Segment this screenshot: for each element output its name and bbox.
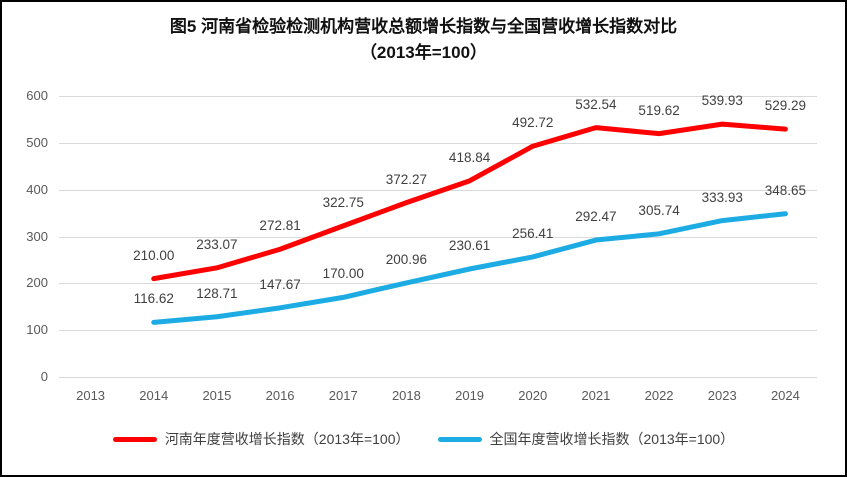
legend-label-henan: 河南年度营收增长指数（2013年=100） — [164, 431, 410, 447]
chart-title-line1: 图5 河南省检验检测机构营收总额增长指数与全国营收增长指数对比 — [169, 17, 678, 36]
gridline — [59, 330, 817, 332]
x-axis-label: 2017 — [328, 388, 358, 403]
y-axis-label: 0 — [40, 369, 48, 384]
data-label: 305.74 — [638, 202, 680, 218]
data-label: 272.81 — [259, 218, 301, 234]
gridline — [59, 96, 817, 97]
x-axis-label: 2016 — [265, 388, 295, 403]
series-line-henan — [151, 121, 788, 282]
data-label: 116.62 — [133, 291, 174, 307]
data-label: 532.54 — [575, 96, 617, 112]
series-lines — [151, 121, 788, 325]
data-label: 492.72 — [512, 115, 554, 131]
legend-line-national-icon — [437, 436, 482, 442]
data-label: 256.41 — [512, 225, 554, 241]
data-label: 529.29 — [764, 98, 807, 114]
data-label: 210.00 — [133, 247, 175, 263]
data-label: 519.62 — [638, 102, 680, 118]
legend-label-national: 全国年度营收增长指数（2013年=100） — [489, 431, 735, 447]
data-label: 539.93 — [701, 93, 743, 109]
x-axis-label: 2019 — [455, 388, 485, 403]
y-axis-label: 600 — [26, 88, 48, 103]
gridline — [59, 142, 817, 144]
data-label: 348.65 — [764, 182, 807, 198]
y-axis-label: 500 — [26, 134, 48, 150]
data-label: 372.27 — [385, 171, 428, 187]
y-axis-label: 200 — [26, 275, 48, 291]
x-axis-label: 2015 — [202, 388, 232, 403]
data-label: 170.00 — [322, 266, 364, 282]
data-label: 230.61 — [448, 237, 491, 253]
gridline — [59, 236, 817, 238]
gridline — [59, 283, 817, 285]
series-line-national — [151, 211, 788, 325]
plot-area: 210.00 233.07 272.81 322.75 372.27 418.84 492.… — [59, 93, 817, 378]
x-axis-label: 2024 — [770, 388, 800, 403]
chart-title: 图5 河南省检验检测机构营收总额增长指数与全国营收增长指数对比 （2013年=1… — [2, 14, 845, 66]
gridline — [59, 377, 817, 378]
x-axis-label: 2018 — [391, 388, 421, 403]
data-label: 333.93 — [701, 189, 743, 205]
data-label: 233.07 — [196, 236, 238, 252]
data-label: 418.84 — [448, 149, 491, 165]
legend: 河南年度营收增长指数（2013年=100） 全国年度营收增长指数（2013年=1… — [2, 429, 845, 449]
data-label: 200.96 — [385, 251, 428, 267]
y-axis-label: 300 — [26, 228, 48, 244]
x-axis-label: 2020 — [518, 388, 548, 403]
legend-item-henan: 河南年度营收增长指数（2013年=100） — [112, 429, 410, 449]
y-axis-label: 100 — [26, 322, 48, 338]
legend-item-national: 全国年度营收增长指数（2013年=100） — [437, 429, 735, 449]
y-axis-label: 400 — [26, 181, 48, 197]
data-label: 292.47 — [575, 209, 617, 225]
data-label: 128.71 — [196, 285, 238, 301]
data-label: 322.75 — [322, 194, 364, 210]
x-axis-label: 2023 — [707, 388, 737, 403]
x-axis-label: 2013 — [76, 388, 106, 403]
x-axis-label: 2021 — [581, 388, 611, 403]
chart-title-line2: （2013年=100） — [359, 43, 488, 62]
x-axis-label: 2022 — [644, 388, 674, 403]
data-label: 147.67 — [259, 276, 301, 292]
legend-line-henan-icon — [112, 436, 157, 442]
x-axis-label: 2014 — [139, 388, 169, 403]
